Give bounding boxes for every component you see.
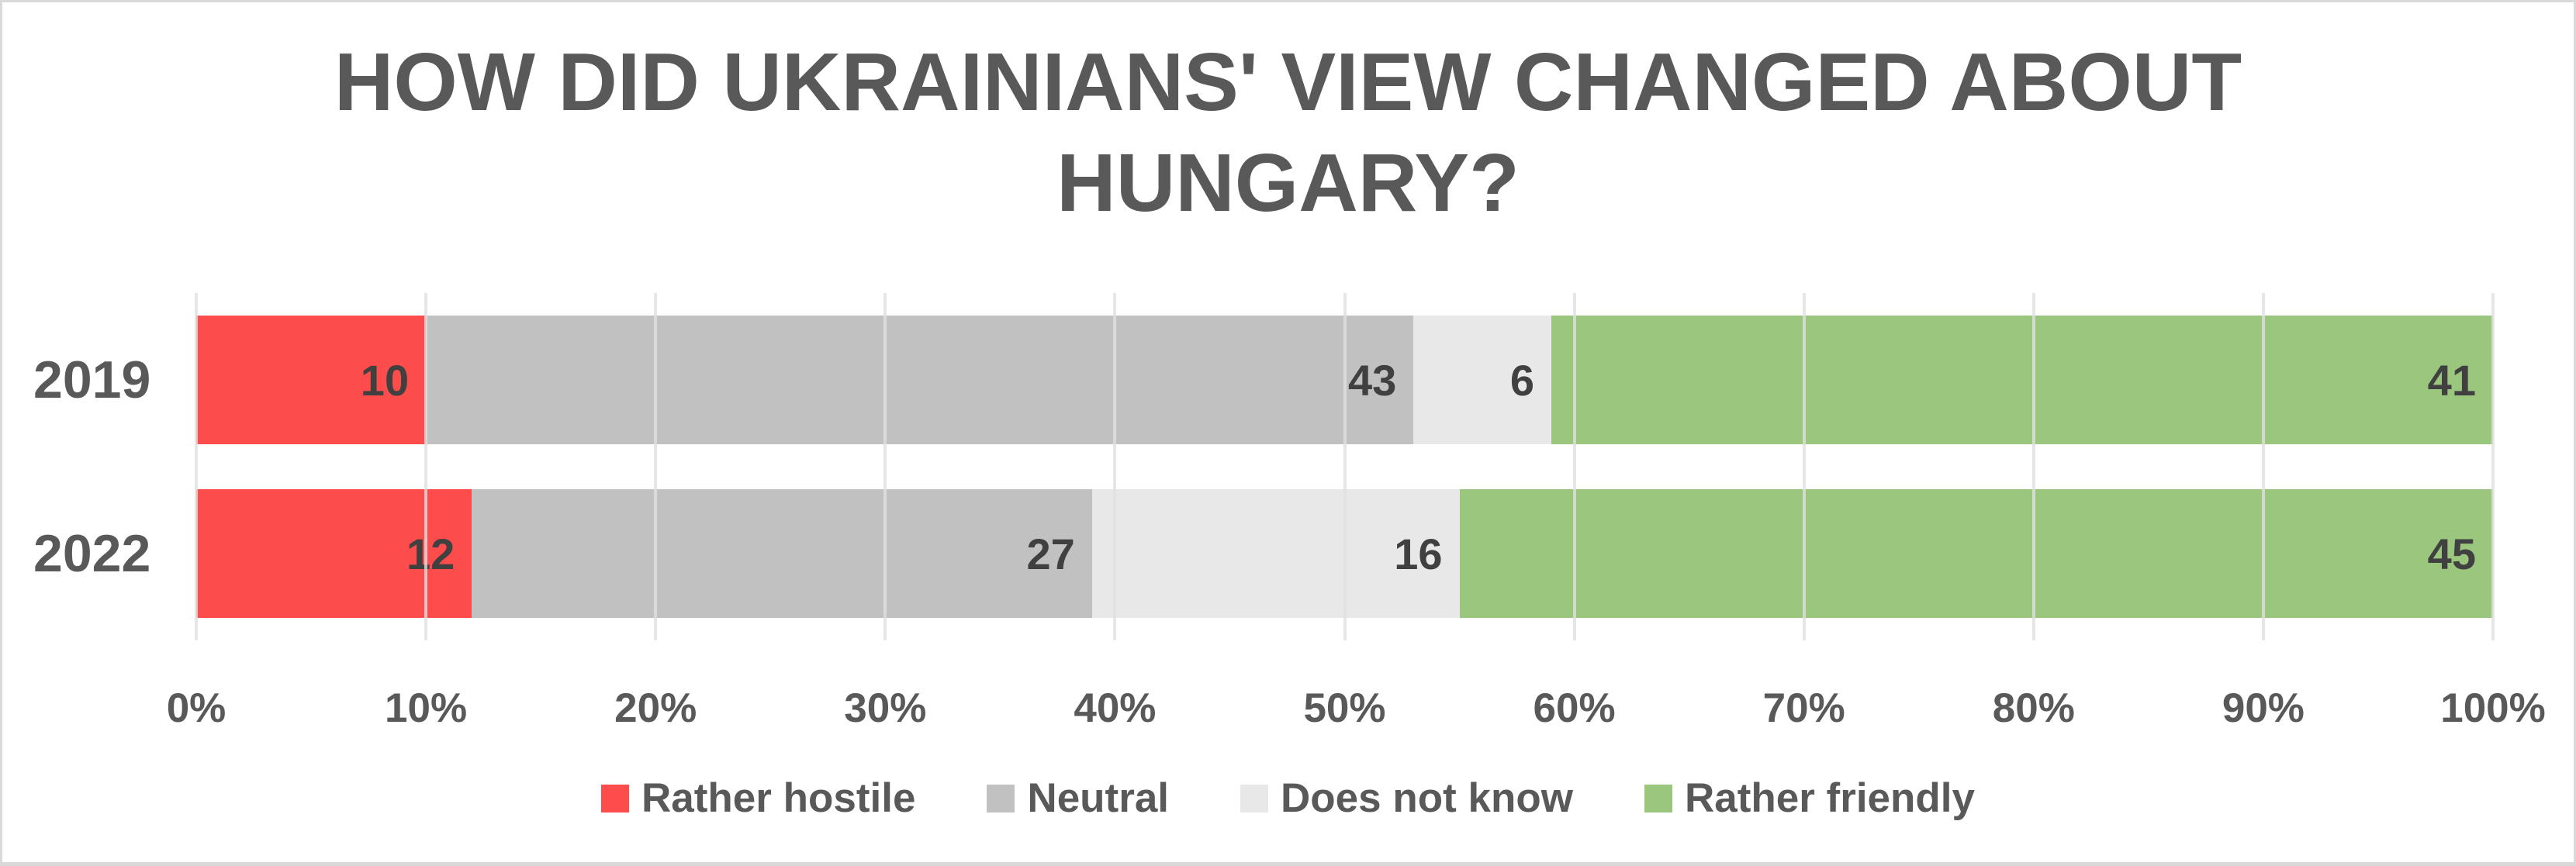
- chart-title-line-1: HOW DID UKRAINIANS' VIEW CHANGED ABOUT: [334, 36, 2242, 128]
- bar-segment: 41: [1551, 316, 2493, 444]
- plot-area: 10 43 6 41 12 27 16 45: [195, 293, 2495, 640]
- legend: Rather hostile Neutral Does not know Rather…: [2, 775, 2574, 822]
- x-tick-label: 90%: [2222, 685, 2305, 731]
- x-tick-label: 50%: [1303, 685, 1386, 731]
- bar-row-2019: 10 43 6 41: [196, 316, 2493, 444]
- y-axis-line: [195, 293, 198, 640]
- gridline: [1113, 293, 1117, 640]
- x-tick-label: 60%: [1533, 685, 1616, 731]
- bar-segment: 10: [196, 316, 427, 444]
- data-label: 45: [2427, 529, 2476, 578]
- chart-title-line-2: HUNGARY?: [1056, 137, 1520, 229]
- x-tick-label: 70%: [1762, 685, 1845, 731]
- gridline: [424, 293, 428, 640]
- gridline: [883, 293, 887, 640]
- x-tick-label: 40%: [1074, 685, 1157, 731]
- x-tick-label: 0%: [166, 685, 226, 731]
- legend-label: Rather friendly: [1684, 775, 1975, 821]
- gridline: [2261, 293, 2265, 640]
- data-label: 16: [1394, 529, 1443, 578]
- category-label-2019: 2019: [33, 350, 151, 409]
- x-tick-label: 100%: [2440, 685, 2546, 731]
- bar-segment: 27: [472, 489, 1092, 618]
- x-tick-label: 10%: [385, 685, 468, 731]
- legend-item: Does not know: [1240, 775, 1573, 822]
- legend-key-swatch: [1240, 784, 1269, 813]
- legend-label: Rather hostile: [641, 775, 916, 821]
- gridline: [2031, 293, 2035, 640]
- legend-label: Neutral: [1027, 775, 1170, 821]
- bar-segment: 12: [196, 489, 472, 618]
- data-label: 43: [1348, 355, 1397, 405]
- bar-segment: 16: [1091, 489, 1460, 618]
- gridline: [1572, 293, 1576, 640]
- bar-segment: 45: [1459, 489, 2493, 618]
- data-label: 27: [1026, 529, 1075, 578]
- data-label: 10: [360, 355, 410, 405]
- x-tick-label: 30%: [844, 685, 927, 731]
- legend-key-swatch: [601, 784, 630, 813]
- data-label: 41: [2427, 355, 2476, 405]
- bar-segment: 6: [1413, 316, 1551, 444]
- gridline: [1802, 293, 1806, 640]
- legend-key-swatch: [987, 784, 1015, 813]
- gridline: [654, 293, 658, 640]
- legend-key-swatch: [1644, 784, 1672, 813]
- legend-item: Rather hostile: [601, 775, 915, 822]
- x-tick-label: 20%: [614, 685, 697, 731]
- x-axis: 0% 10% 20% 30% 40% 50% 60% 70% 80% 90% 100%: [2, 685, 2574, 739]
- category-label-2022: 2022: [33, 524, 151, 583]
- data-label: 6: [1509, 355, 1534, 405]
- x-tick-label: 80%: [1992, 685, 2075, 731]
- legend-label: Does not know: [1281, 775, 1573, 821]
- gridline: [2491, 293, 2495, 640]
- legend-item: Neutral: [987, 775, 1169, 822]
- legend-item: Rather friendly: [1644, 775, 1975, 822]
- chart-title: HOW DID UKRAINIANS' VIEW CHANGED ABOUT H…: [2, 32, 2574, 233]
- data-label: 12: [406, 529, 455, 578]
- bar-segment: 43: [426, 316, 1414, 444]
- gridline: [1343, 293, 1347, 640]
